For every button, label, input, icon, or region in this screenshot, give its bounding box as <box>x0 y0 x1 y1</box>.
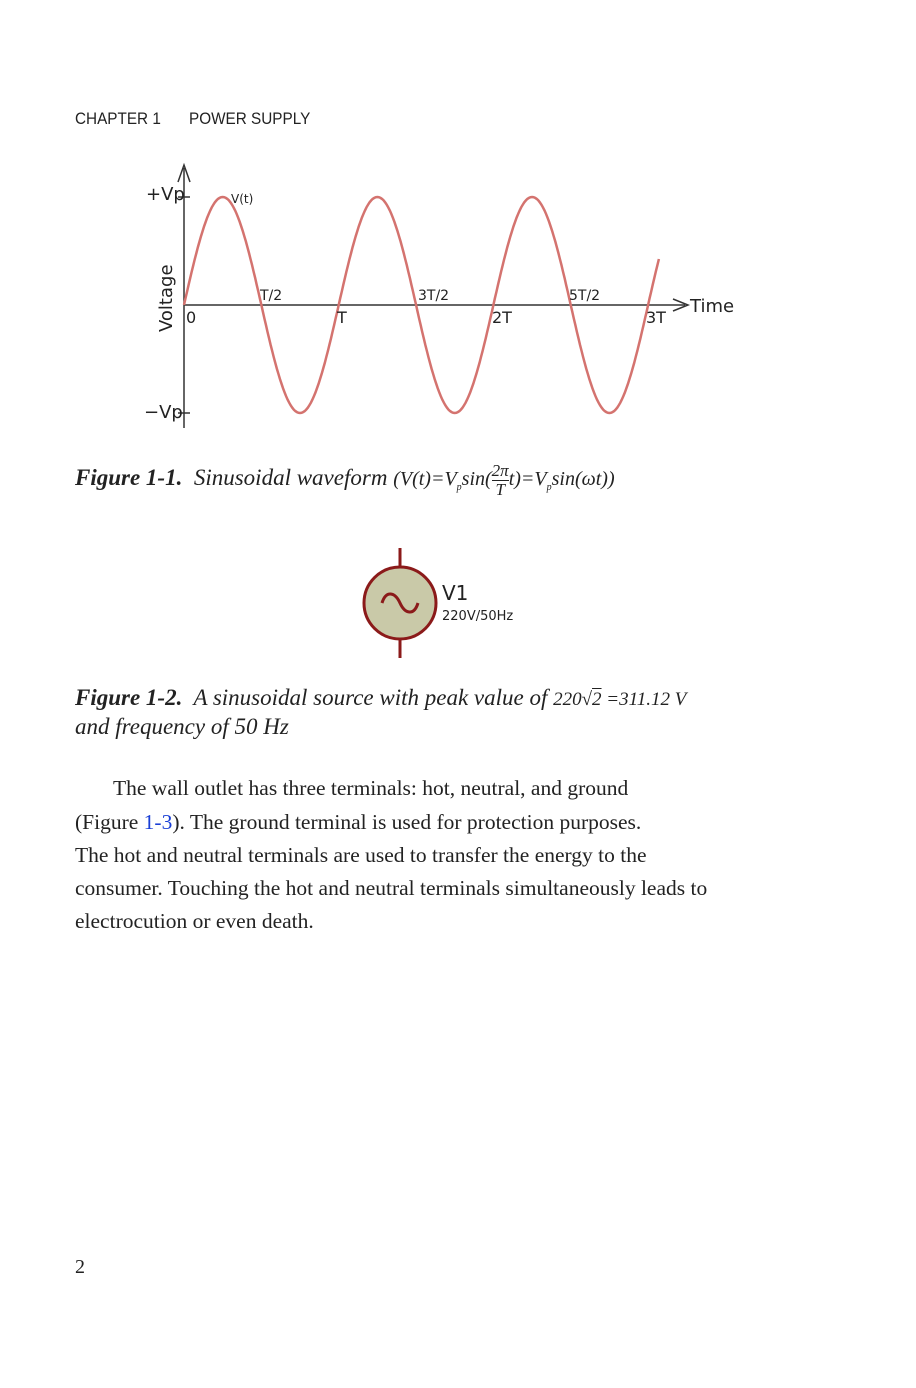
y-tick-label-neg: −Vp <box>144 402 183 423</box>
caption-label: Figure 1-2. <box>75 685 183 710</box>
sinusoidal-waveform-chart: V(t) +Vp −Vp Voltage Time 0 T 2T 3T T/2 … <box>144 162 734 428</box>
page-number: 2 <box>75 1256 85 1278</box>
x-tick-label: 3T <box>646 308 666 327</box>
body-text-line: (Figure 1-3). The ground terminal is use… <box>75 810 642 834</box>
series-line-vt <box>182 195 661 415</box>
body-text-line: electrocution or even death. <box>75 909 314 933</box>
figure-2-caption: Figure 1-2. A sinusoidal source with pea… <box>75 685 686 711</box>
x-tick-label: 5T/2 <box>569 288 600 304</box>
caption-formula: 220√2 =311.12 V <box>553 689 687 710</box>
running-header-title: POWER SUPPLY <box>189 109 311 128</box>
x-axis-label: Time <box>689 296 734 317</box>
body-text-line: The wall outlet has three terminals: hot… <box>113 776 629 800</box>
x-tick-label: 0 <box>186 308 196 327</box>
x-tick-label: 2T <box>492 308 512 327</box>
series-label: V(t) <box>231 192 253 206</box>
ac-source-symbol: V1 220V/50Hz <box>362 548 513 658</box>
running-header-chapter: CHAPTER 1 <box>75 109 161 128</box>
y-axis-label: Voltage <box>156 264 177 332</box>
body-text-line: The hot and neutral terminals are used t… <box>75 843 647 867</box>
source-value: 220V/50Hz <box>442 609 513 624</box>
caption-text: A sinusoidal source with peak value of <box>193 685 548 710</box>
x-tick-label: 3T/2 <box>418 288 449 304</box>
sine-icon <box>380 592 420 614</box>
x-tick-label: T <box>336 308 347 327</box>
y-tick-label-pos: +Vp <box>146 184 185 205</box>
caption-label: Figure 1-1. <box>75 465 183 491</box>
x-axis-arrow <box>672 298 691 312</box>
y-axis-arrow <box>177 162 191 183</box>
source-name: V1 <box>442 581 468 605</box>
figure-2-caption-line2: and frequency of 50 Hz <box>75 714 289 739</box>
caption-text: Sinusoidal waveform <box>193 465 388 491</box>
x-tick-label: T/2 <box>259 288 282 304</box>
figure-1-3-link[interactable]: 1-3 <box>143 810 173 834</box>
body-text-line: consumer. Touching the hot and neutral t… <box>75 876 708 900</box>
figure-1-caption: Figure 1-1. Sinusoidal waveform (V(t)=Vp… <box>75 462 615 499</box>
